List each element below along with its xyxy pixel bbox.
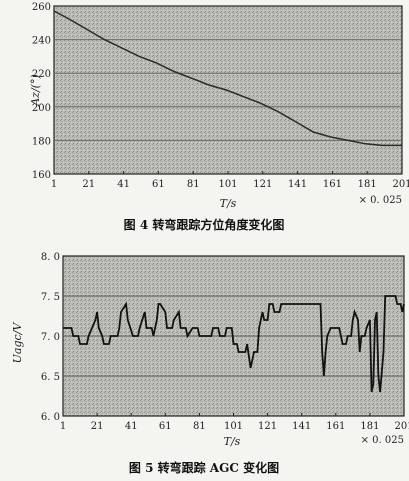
agc-x-tick-label: 41 — [125, 421, 138, 432]
agc-series-line — [63, 295, 405, 393]
azimuth-x-tick-label: 61 — [152, 179, 165, 190]
azimuth-x-tick-label: 141 — [288, 179, 307, 190]
agc-caption: 图 5 转弯跟踪 AGC 变化图 — [129, 460, 279, 475]
agc-x-tick-label: 141 — [292, 421, 311, 432]
agc-x-tick-label: 1 — [60, 421, 66, 432]
azimuth-gridlines — [54, 39, 402, 141]
azimuth-x-axis-label: T/s — [220, 197, 237, 210]
azimuth-y-tick-label: 240 — [32, 36, 51, 47]
azimuth-y-tick-label: 200 — [32, 103, 51, 114]
agc-y-axis-label: Uagc/V — [11, 322, 24, 364]
azimuth-y-axis-label: Az/(°) — [29, 74, 42, 107]
azimuth-x-tick-label: 201 — [392, 179, 409, 190]
agc-x-tick-label: 21 — [91, 421, 104, 432]
agc-x-scale-note: × 0. 025 — [361, 435, 404, 446]
agc-y-tick-label: 6. 0 — [41, 412, 60, 423]
agc-y-tick-label: 6. 5 — [41, 372, 60, 383]
agc-x-tick-label: 121 — [258, 421, 277, 432]
azimuth-x-tick-label: 101 — [218, 179, 237, 190]
azimuth-series-line — [53, 10, 402, 147]
agc-y-tick-label: 8. 0 — [41, 252, 60, 263]
azimuth-x-scale-note: × 0. 025 — [359, 195, 402, 206]
azimuth-x-ticks: 1 21 41 61 81 101 121 141 161 181 201 — [51, 171, 409, 190]
azimuth-y-tick-label: 220 — [32, 69, 51, 80]
azimuth-caption: 图 4 转弯跟踪方位角度变化图 — [124, 217, 285, 232]
agc-y-ticks: 6. 0 6. 5 7. 0 7. 5 8. 0 — [41, 252, 60, 423]
azimuth-x-tick-label: 181 — [358, 179, 377, 190]
agc-chart: 6. 06. 57. 07. 58. 0 1 21 41 61 81 101 121 141 1… — [11, 252, 409, 475]
azimuth-y-ticks: 160 180 200 220 240 260 — [32, 2, 51, 181]
agc-y-tick-label: 7. 0 — [41, 332, 60, 343]
azimuth-x-tick-label: 161 — [323, 179, 342, 190]
azimuth-x-tick-label: 41 — [117, 179, 130, 190]
agc-x-tick-label: 161 — [326, 421, 345, 432]
azimuth-x-tick-label: 81 — [187, 179, 200, 190]
azimuth-x-tick-label: 1 — [51, 179, 57, 190]
agc-x-tick-label: 101 — [224, 421, 243, 432]
azimuth-y-tick-label: 160 — [32, 170, 51, 181]
azimuth-x-tick-label: 21 — [82, 179, 95, 190]
agc-x-axis-label: T/s — [224, 435, 241, 448]
agc-x-tick-label: 61 — [159, 421, 172, 432]
agc-x-tick-label: 81 — [193, 421, 206, 432]
azimuth-y-tick-label: 260 — [32, 2, 51, 13]
agc-y-tick-label: 7. 5 — [41, 292, 60, 303]
azimuth-x-tick-label: 121 — [253, 179, 272, 190]
agc-x-tick-label: 181 — [360, 421, 379, 432]
agc-x-tick-label: 201 — [394, 421, 409, 432]
azimuth-y-tick-label: 180 — [32, 136, 51, 147]
